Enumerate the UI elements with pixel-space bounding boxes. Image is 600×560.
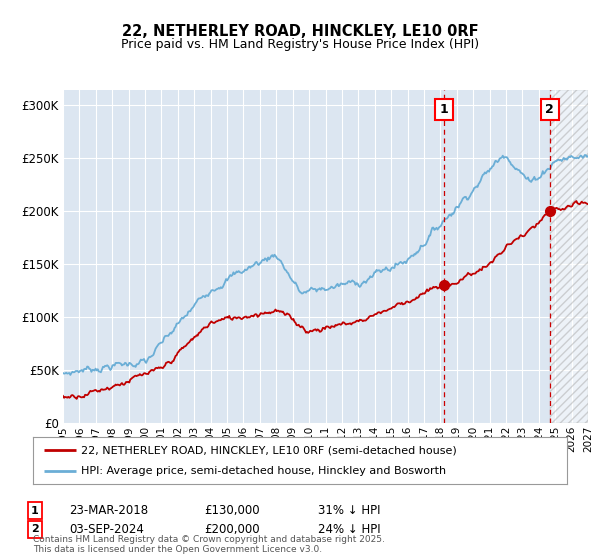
Text: 22, NETHERLEY ROAD, HINCKLEY, LE10 0RF: 22, NETHERLEY ROAD, HINCKLEY, LE10 0RF: [122, 24, 478, 39]
Text: HPI: Average price, semi-detached house, Hinckley and Bosworth: HPI: Average price, semi-detached house,…: [81, 466, 446, 476]
Text: 23-MAR-2018: 23-MAR-2018: [69, 504, 148, 517]
Text: 31% ↓ HPI: 31% ↓ HPI: [318, 504, 380, 517]
Text: £130,000: £130,000: [204, 504, 260, 517]
Text: 22, NETHERLEY ROAD, HINCKLEY, LE10 0RF (semi-detached house): 22, NETHERLEY ROAD, HINCKLEY, LE10 0RF (…: [81, 445, 457, 455]
Text: 24% ↓ HPI: 24% ↓ HPI: [318, 522, 380, 536]
Text: 1: 1: [31, 506, 38, 516]
Bar: [550, 90, 588, 423]
Text: Contains HM Land Registry data © Crown copyright and database right 2025.
This d: Contains HM Land Registry data © Crown c…: [33, 535, 385, 554]
Text: 2: 2: [31, 524, 38, 534]
Text: 2: 2: [545, 103, 554, 116]
Text: Price paid vs. HM Land Registry's House Price Index (HPI): Price paid vs. HM Land Registry's House …: [121, 38, 479, 51]
Text: 1: 1: [440, 103, 448, 116]
Text: £200,000: £200,000: [204, 522, 260, 536]
Bar: [550, 90, 588, 423]
Text: 03-SEP-2024: 03-SEP-2024: [69, 522, 144, 536]
